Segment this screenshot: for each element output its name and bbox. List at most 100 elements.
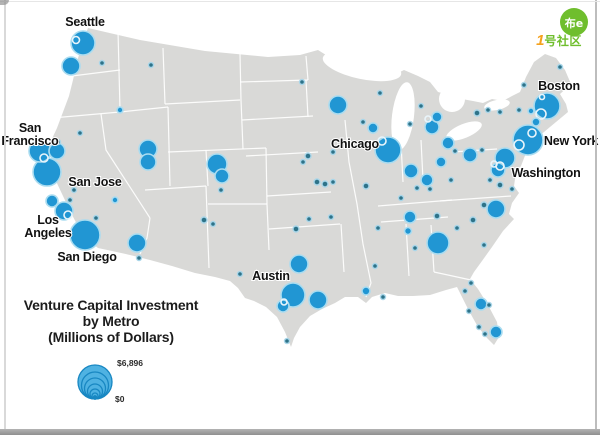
cluster-ring (513, 139, 525, 151)
photo-edge-right (595, 0, 597, 430)
metro-dot (304, 152, 312, 160)
great-lakes (322, 50, 510, 150)
legend-title-line2: by Metro (82, 313, 140, 329)
us-landmass (49, 28, 571, 347)
metro-dot (98, 59, 106, 67)
metro-bubble (54, 201, 74, 221)
state-border-line (117, 30, 121, 111)
metro-bubble (367, 122, 379, 134)
cluster-ring (63, 210, 73, 220)
metro-dot (411, 244, 419, 252)
metro-dot (556, 63, 564, 71)
city-label: San Jose (68, 175, 122, 189)
metro-bubble (462, 147, 478, 163)
legend-title-line1: Venture Capital Investment (23, 297, 199, 313)
legend-bubble-scale (77, 364, 113, 400)
cluster-ring (424, 115, 432, 123)
metro-bubble (420, 173, 434, 187)
cluster-ring (280, 298, 288, 306)
metro-dot (298, 78, 306, 86)
city-label: Francisco (1, 134, 59, 148)
metro-dot (480, 201, 488, 209)
state-borders (51, 30, 512, 298)
metro-dot (329, 148, 337, 156)
metro-dot (70, 186, 78, 194)
lake-superior (322, 50, 402, 82)
brand-logo-icon: 布e (560, 8, 588, 36)
metro-dot (461, 287, 469, 295)
metro-dot (327, 213, 335, 221)
state-border-line (245, 151, 319, 157)
metro-bubble (116, 106, 124, 114)
state-border-line (167, 147, 267, 153)
metro-dot (209, 220, 217, 228)
metro-bubble (45, 194, 59, 208)
state-border-line (439, 195, 512, 202)
metro-dot (426, 185, 434, 193)
metro-bubble (533, 92, 561, 120)
metro-bubble (61, 56, 81, 76)
metro-bubble (426, 231, 450, 255)
state-border-line (265, 147, 268, 205)
metro-dot (283, 337, 291, 345)
metro-dot (305, 215, 313, 223)
cluster-ring (490, 160, 498, 168)
city-label: Los (37, 213, 59, 227)
metro-bubble (308, 290, 328, 310)
metro-bubble (214, 168, 230, 184)
cluster-ring (538, 93, 546, 101)
metro-bubble (403, 210, 417, 224)
metro-dot (515, 106, 523, 114)
legend-title-line3: (Millions of Dollars) (48, 329, 174, 345)
city-label: New York (544, 134, 598, 148)
lake-ontario (484, 99, 510, 111)
metro-bubble (486, 199, 506, 219)
photo-edge-left (4, 0, 6, 430)
state-border-line (241, 115, 314, 121)
metro-dot (433, 212, 441, 220)
metro-dot (359, 118, 367, 126)
metro-bubble (127, 233, 147, 253)
metro-bubble (435, 156, 447, 168)
metro-dot (406, 120, 414, 128)
metro-dot (54, 138, 62, 146)
city-label: Chicago (331, 137, 379, 151)
metro-bubble (441, 136, 455, 150)
metro-dot (484, 106, 492, 114)
state-border-line (268, 223, 341, 230)
metro-dot (417, 102, 425, 110)
city-label: San Diego (57, 250, 117, 264)
metro-dot (480, 241, 488, 249)
metro-dot (374, 224, 382, 232)
state-border-line (164, 99, 241, 105)
metro-dot (447, 176, 455, 184)
state-border-line (340, 223, 345, 273)
metro-dot (467, 279, 475, 287)
metro-dot (329, 178, 337, 186)
photo-corner-artifact (0, 0, 9, 5)
brand-name: 1号社区 (530, 32, 588, 50)
cluster-ring (527, 128, 537, 138)
photo-edge-top (0, 1, 600, 2)
photo-edge-bottom (0, 429, 600, 435)
metro-dot (379, 293, 387, 301)
metro-bubble (531, 117, 541, 127)
metro-dot (451, 147, 459, 155)
metro-dot (413, 184, 421, 192)
state-border-line (344, 119, 372, 298)
cluster-ring (377, 136, 387, 146)
metro-dot (481, 330, 489, 338)
state-border-line (433, 271, 472, 281)
metro-dot (66, 196, 74, 204)
metro-dot (313, 178, 321, 186)
metro-bubble (474, 297, 488, 311)
state-border-line (167, 106, 171, 187)
state-border-line (144, 185, 207, 191)
metro-bubble (374, 136, 402, 164)
metro-bubbles-layer (28, 30, 564, 345)
metro-dot (292, 225, 300, 233)
metro-dot (397, 194, 405, 202)
state-border-line (420, 139, 424, 181)
state-border-line (266, 203, 270, 251)
city-label: Angeles (24, 226, 71, 240)
